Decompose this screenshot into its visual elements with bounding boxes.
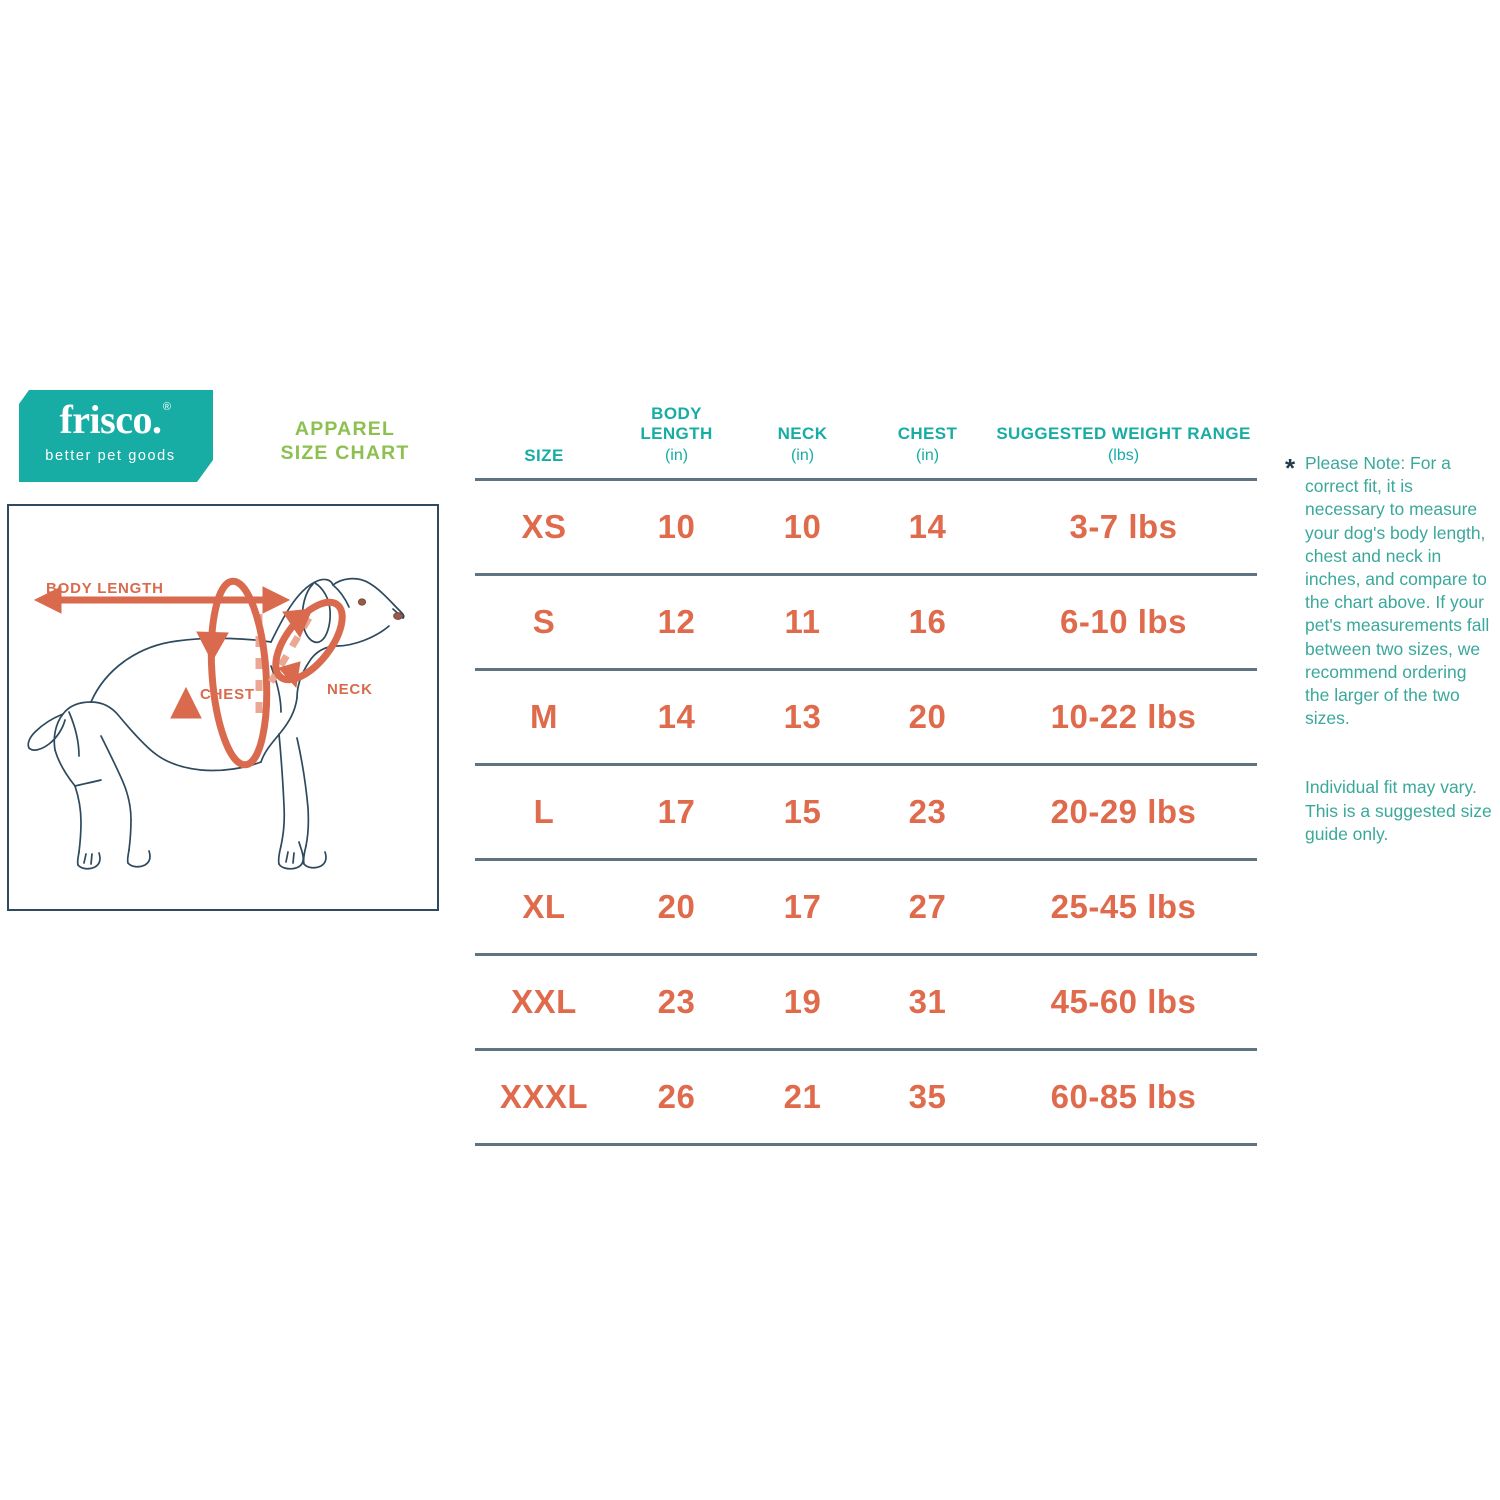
cell-neck: 15 (740, 764, 865, 861)
dog-illustration-icon (27, 577, 405, 870)
column-header-size: SIZE (475, 404, 613, 481)
cell-chest: 14 (865, 479, 990, 576)
table-row: XXL 23 19 31 45-60 lbs (475, 954, 1257, 1051)
cell-neck: 11 (740, 574, 865, 671)
logo-wordmark: frisco. ® (59, 397, 170, 442)
note-paragraph-1: Please Note: For a correct fit, it is ne… (1305, 453, 1490, 729)
registered-trademark-icon: ® (162, 401, 171, 413)
column-header-body-length: BODY LENGTH (in) (613, 404, 740, 481)
table-row: S 12 11 16 6-10 lbs (475, 574, 1257, 671)
logo-wordmark-text: frisco. (59, 397, 162, 442)
table-header: SIZE BODY LENGTH (in) NECK (in) CHEST (i… (475, 404, 1257, 481)
cell-size: XXXL (475, 1049, 613, 1146)
table-header-row: SIZE BODY LENGTH (in) NECK (in) CHEST (i… (475, 404, 1257, 481)
column-unit-body-length: (in) (664, 447, 689, 464)
table-row: XXXL 26 21 35 60-85 lbs (475, 1049, 1257, 1146)
cell-size: XL (475, 859, 613, 956)
asterisk-icon: * (1285, 453, 1296, 483)
column-unit-weight-range: (lbs) (1107, 447, 1140, 464)
diagram-label-body-length: BODY LENGTH (46, 580, 164, 597)
cell-size: XXL (475, 954, 613, 1051)
table-row: XS 10 10 14 3-7 lbs (475, 479, 1257, 576)
page-title-line1: APPAREL (294, 418, 396, 440)
cell-size: XS (475, 479, 613, 576)
cell-body-length: 20 (613, 859, 740, 956)
cell-neck: 19 (740, 954, 865, 1051)
note-body: Please Note: For a correct fit, it is ne… (1305, 452, 1495, 846)
cell-chest: 31 (865, 954, 990, 1051)
cell-weight-range: 20-29 lbs (990, 764, 1257, 861)
cell-body-length: 14 (613, 669, 740, 766)
cell-size: L (475, 764, 613, 861)
size-table: SIZE BODY LENGTH (in) NECK (in) CHEST (i… (475, 404, 1257, 1146)
cell-body-length: 23 (613, 954, 740, 1051)
logo-text-wrap: frisco. ® better pet goods (8, 397, 213, 465)
cell-weight-range: 45-60 lbs (990, 954, 1257, 1051)
logo-polygon-shape (19, 390, 213, 482)
cell-chest: 23 (865, 764, 990, 861)
cell-chest: 16 (865, 574, 990, 671)
table-row: M 14 13 20 10-22 lbs (475, 669, 1257, 766)
cell-body-length: 10 (613, 479, 740, 576)
diagram-label-chest: CHEST (200, 686, 255, 703)
page-title-line2: SIZE CHART (280, 442, 410, 464)
table-row: XL 20 17 27 25-45 lbs (475, 859, 1257, 956)
cell-size: S (475, 574, 613, 671)
cell-weight-range: 3-7 lbs (990, 479, 1257, 576)
page-title: APPAREL SIZE CHART (265, 417, 425, 465)
column-header-neck: NECK (in) (740, 404, 865, 481)
cell-weight-range: 6-10 lbs (990, 574, 1257, 671)
cell-neck: 21 (740, 1049, 865, 1146)
diagram-label-neck: NECK (327, 681, 373, 698)
column-header-weight-range: SUGGESTED WEIGHT RANGE (lbs) (990, 404, 1257, 481)
table-body: XS 10 10 14 3-7 lbs S 12 11 16 6-10 lbs M 14 13 20 10-… (475, 479, 1257, 1146)
cell-chest: 35 (865, 1049, 990, 1146)
cell-neck: 13 (740, 669, 865, 766)
please-note-block: * Please Note: For a correct fit, it is … (1285, 452, 1495, 846)
cell-neck: 10 (740, 479, 865, 576)
cell-weight-range: 25-45 lbs (990, 859, 1257, 956)
note-paragraph-2: Individual fit may vary. This is a sugge… (1305, 777, 1492, 844)
dog-measurement-diagram: BODY LENGTH CHEST NECK (7, 504, 439, 911)
cell-weight-range: 10-22 lbs (990, 669, 1257, 766)
frisco-logo: frisco. ® better pet goods (8, 386, 213, 486)
cell-chest: 20 (865, 669, 990, 766)
cell-weight-range: 60-85 lbs (990, 1049, 1257, 1146)
cell-body-length: 26 (613, 1049, 740, 1146)
cell-neck: 17 (740, 859, 865, 956)
logo-tagline: better pet goods (45, 448, 176, 464)
column-header-chest: CHEST (in) (865, 404, 990, 481)
cell-body-length: 17 (613, 764, 740, 861)
size-chart-table: SIZE BODY LENGTH (in) NECK (in) CHEST (i… (475, 404, 1257, 1146)
cell-body-length: 12 (613, 574, 740, 671)
column-unit-neck: (in) (790, 447, 815, 464)
column-unit-chest: (in) (915, 447, 940, 464)
cell-size: M (475, 669, 613, 766)
cell-chest: 27 (865, 859, 990, 956)
table-row: L 17 15 23 20-29 lbs (475, 764, 1257, 861)
